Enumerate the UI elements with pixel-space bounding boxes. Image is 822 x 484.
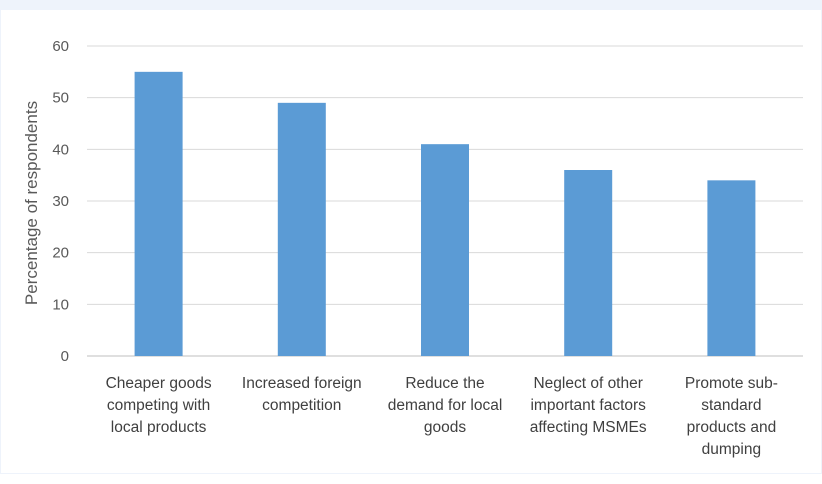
x-category-label-line: Reduce the: [405, 375, 484, 392]
x-category-label: Increased foreign competition: [242, 375, 362, 414]
x-category-label-line: local products: [111, 419, 207, 436]
y-axis-title: Percentage of respondents: [22, 101, 41, 305]
y-tick-label: 0: [61, 348, 69, 365]
bar: [564, 170, 613, 356]
x-category-label-line: Promote sub-: [685, 375, 778, 392]
x-category-label-line: goods: [424, 419, 466, 436]
x-category-label-line: competing with: [107, 397, 210, 414]
x-category-label: Neglect of other important factors affecti…: [530, 375, 647, 436]
bar: [707, 180, 756, 356]
y-tick-label: 60: [52, 38, 69, 55]
x-category-label-line: competition: [262, 397, 341, 414]
x-category-label-line: affecting MSMEs: [530, 419, 647, 436]
x-category-label-line: standard: [701, 397, 761, 414]
bar: [134, 71, 183, 357]
y-axis-ticks: 0 10 20 30 40 50 60: [52, 38, 69, 365]
x-category-label-line: important factors: [530, 397, 646, 414]
x-axis-categories: Cheaper goods competing with local product…: [106, 375, 778, 458]
y-tick-label: 10: [52, 296, 69, 313]
bar-chart: 0 10 20 30 40 50 60 Cheaper goods competing wit…: [22, 38, 803, 458]
x-category-label-line: Neglect of other: [533, 375, 642, 392]
bar: [277, 102, 326, 356]
x-category-label: Reduce the demand for local goods: [388, 375, 503, 436]
x-category-label-line: Cheaper goods: [106, 375, 212, 392]
x-category-label-line: demand for local: [388, 397, 503, 414]
bar: [421, 144, 469, 356]
bars: [134, 71, 756, 357]
chart-frame: 0 10 20 30 40 50 60 Cheaper goods competing wit…: [0, 0, 822, 474]
x-category-label: Promote sub-standard products and dumping: [685, 375, 778, 458]
x-category-label-line: products and: [687, 419, 777, 436]
y-tick-label: 50: [52, 90, 69, 107]
y-tick-label: 40: [52, 141, 69, 158]
y-tick-label: 20: [52, 245, 69, 262]
x-category-label-line: dumping: [702, 441, 761, 458]
y-tick-label: 30: [52, 193, 69, 210]
x-category-label-line: Increased foreign: [242, 375, 362, 392]
x-category-label: Cheaper goods competing with local product…: [106, 375, 212, 436]
